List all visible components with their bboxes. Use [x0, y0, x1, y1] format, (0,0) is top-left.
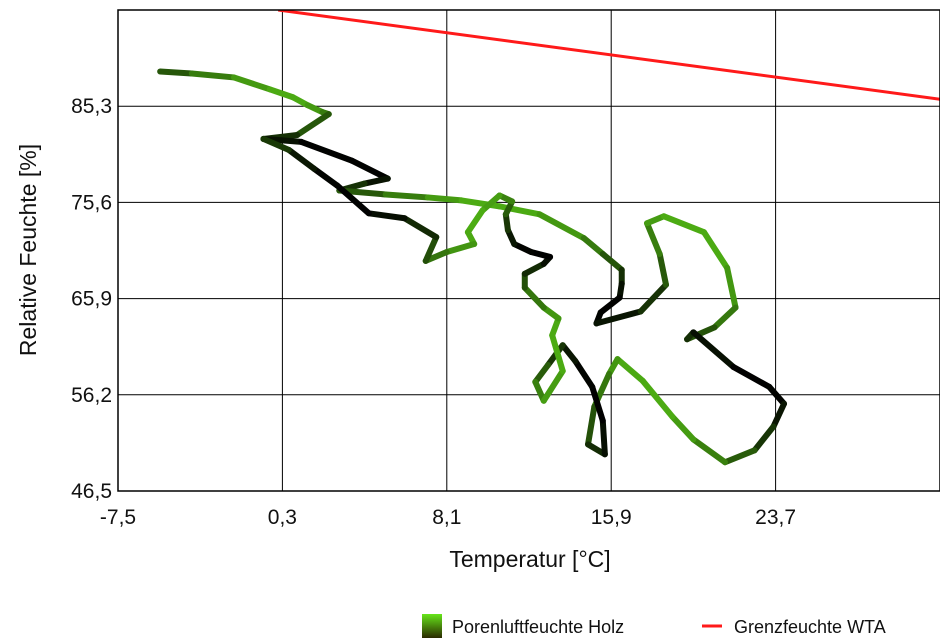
y-axis-title: Relative Feuchte [%] [15, 144, 41, 356]
series-humidity-segment [540, 367, 566, 404]
series-humidity-segment [700, 229, 731, 271]
series-humidity-segment [724, 264, 739, 311]
series-humidity-segment [580, 235, 606, 257]
series-humidity-segment [532, 362, 551, 385]
series-humidity-segment [528, 248, 554, 260]
series-layer [157, 10, 940, 466]
x-tick-label: 15,9 [591, 506, 632, 529]
series-humidity-segment [422, 234, 440, 264]
series-humidity-segment [230, 74, 273, 93]
x-tick-label: 0,3 [268, 506, 297, 529]
legend-item-grenzfeuchte: Grenzfeuchte WTA [702, 617, 886, 637]
y-tick-label: 56,2 [71, 384, 112, 407]
series-humidity-segment [479, 192, 503, 214]
series-humidity-segment [751, 423, 777, 454]
legend: Porenluftfeuchte Holz Grenzfeuchte WTA [422, 614, 886, 638]
series-humidity-segment [770, 400, 788, 430]
series-humidity-segment [669, 413, 697, 443]
series-humidity-segment [660, 213, 707, 236]
series-humidity-segment [298, 138, 355, 164]
series-humidity-segment [766, 383, 788, 407]
tick-labels: -7,5 0,3 8,1 15,9 23,7 46,5 56,2 65,9 75,6 85,3 [71, 95, 796, 529]
series-humidity-segment [188, 70, 237, 81]
series-humidity-segment [711, 304, 739, 331]
series-humidity-segment [589, 383, 606, 424]
series-humidity-segment [690, 436, 729, 466]
series-humidity-segment [260, 135, 292, 153]
series-humidity-segment [656, 250, 669, 288]
series-humidity-segment [614, 356, 646, 384]
y-tick-label: 65,9 [71, 288, 112, 311]
legend-label-porenluftfeuchte: Porenluftfeuchte Holz [452, 617, 624, 637]
x-axis-title: Temperatur [°C] [449, 546, 610, 572]
series-humidity-segment [639, 377, 676, 420]
series-humidity-segment [599, 250, 625, 273]
series-humidity-segment [644, 213, 667, 227]
series-humidity-segment [585, 403, 598, 448]
series-humidity-segment [536, 211, 587, 242]
series-humidity-segment [511, 241, 535, 255]
series-humidity-segment [521, 260, 547, 277]
series-humidity-segment [348, 157, 391, 182]
series-humidity-segment [549, 332, 566, 374]
series-humidity-segment [311, 165, 341, 189]
series-grenzfeuchte-line [277, 10, 940, 101]
y-tick-label: 46,5 [71, 480, 112, 503]
series-humidity-segment [361, 175, 391, 187]
y-tick-label: 75,6 [71, 191, 112, 214]
legend-item-porenluftfeuchte: Porenluftfeuchte Holz [422, 614, 624, 638]
series-humidity-segment [540, 304, 562, 322]
legend-label-grenzfeuchte: Grenzfeuchte WTA [734, 617, 886, 637]
series-humidity-segment [599, 417, 608, 458]
series-humidity-segment [266, 86, 296, 101]
series-humidity-segment [334, 182, 372, 217]
series-humidity-segment [365, 210, 408, 222]
series-humidity-segment [458, 197, 503, 210]
y-tick-label: 85,3 [71, 95, 112, 118]
series-humidity-segment [549, 315, 562, 339]
series-humidity-segment [157, 68, 195, 77]
series-humidity-segment [572, 358, 596, 390]
series-humidity-segment [521, 284, 547, 311]
series-humidity-segment [464, 207, 486, 236]
series-humidity-segment [424, 194, 465, 204]
series-humidity-segment [401, 215, 440, 241]
series-humidity-segment [443, 241, 478, 255]
x-tick-label: 8,1 [432, 506, 461, 529]
series-humidity-segment [285, 146, 318, 172]
series-humidity-segment [637, 281, 669, 315]
plot-frame [117, 9, 940, 492]
series-humidity-segment [722, 447, 758, 466]
x-tick-label: 23,7 [755, 506, 796, 529]
series-humidity-segment [593, 308, 644, 327]
series-humidity-segment [559, 342, 579, 365]
series-humidity-segment [597, 294, 623, 316]
series-humidity-segment [382, 191, 431, 201]
series-humidity-segment [690, 329, 737, 371]
series-humidity-segment [730, 364, 773, 390]
series-humidity-segment [294, 111, 332, 138]
grid [118, 10, 940, 491]
series-humidity-segment [644, 220, 663, 257]
gradient-swatch-icon [422, 614, 442, 638]
x-tick-label: -7,5 [100, 506, 136, 529]
